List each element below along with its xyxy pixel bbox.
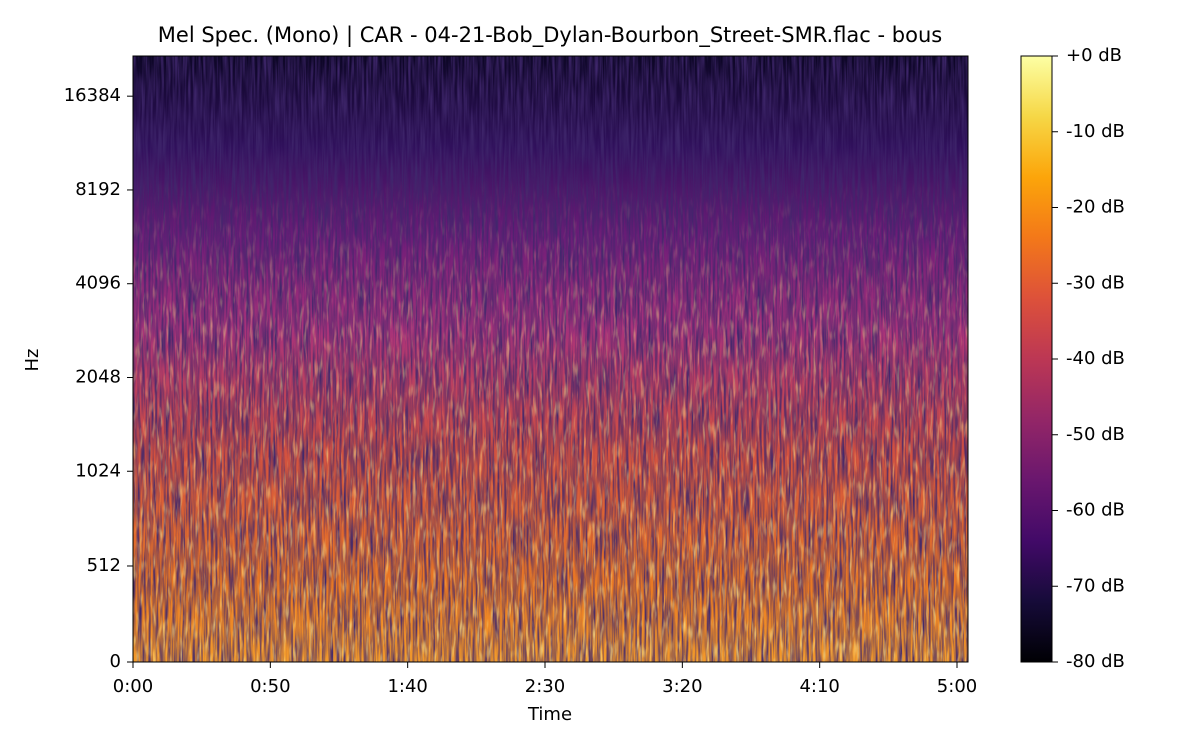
y-axis-label: Hz (22, 349, 43, 372)
spectrogram-image (133, 56, 968, 662)
x-tick-label: 5:00 (937, 676, 977, 697)
plot-frame (132, 55, 969, 663)
x-tick-label: 0:50 (250, 676, 290, 697)
y-tick-label: 0 (110, 651, 121, 672)
y-tick-label: 2048 (75, 366, 121, 387)
colorbar-tick-label: -20 dB (1066, 197, 1125, 218)
colorbar (1020, 55, 1053, 663)
y-tick-label: 4096 (75, 273, 121, 294)
x-tick-label: 3:20 (662, 676, 702, 697)
y-tick-label: 1024 (75, 460, 121, 481)
colorbar-tick-label: +0 dB (1066, 45, 1122, 66)
y-tick-label: 8192 (75, 179, 121, 200)
y-tick-label: 16384 (64, 85, 121, 106)
y-tick-label: 512 (87, 555, 121, 576)
x-tick-label: 2:30 (525, 676, 565, 697)
colorbar-tick-label: -10 dB (1066, 121, 1125, 142)
chart-title: Mel Spec. (Mono) | CAR - 04-21-Bob_Dylan… (158, 23, 942, 48)
colorbar-tick-label: -60 dB (1066, 500, 1125, 521)
colorbar-tick-label: -80 dB (1066, 651, 1125, 672)
x-tick-label: 1:40 (387, 676, 427, 697)
colorbar-tick-label: -40 dB (1066, 348, 1125, 369)
colorbar-tick-label: -30 dB (1066, 272, 1125, 293)
colorbar-tick-label: -50 dB (1066, 424, 1125, 445)
x-tick-label: 0:00 (113, 676, 153, 697)
x-axis-label: Time (527, 704, 572, 725)
x-tick-label: 4:10 (799, 676, 839, 697)
colorbar-tick-label: -70 dB (1066, 575, 1125, 596)
